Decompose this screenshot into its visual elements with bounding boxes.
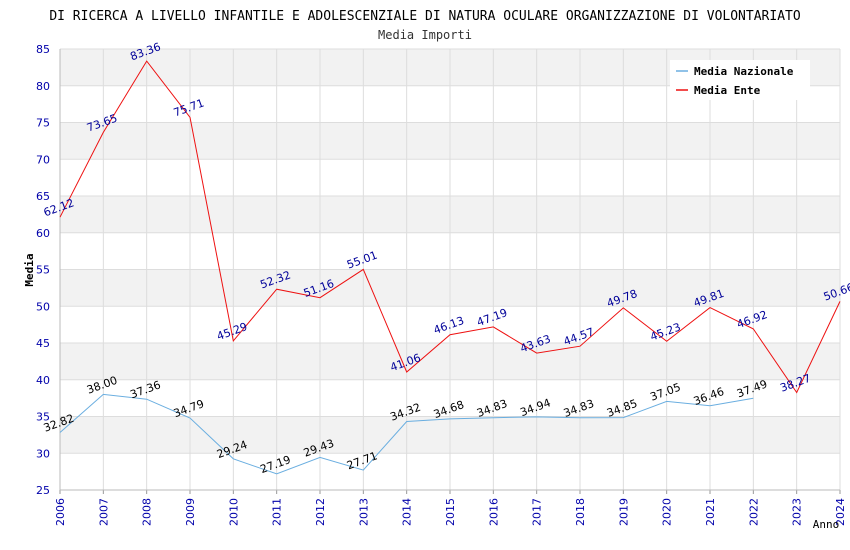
x-tick-label: 2007 — [97, 498, 110, 526]
y-tick-label: 25 — [36, 484, 50, 497]
y-tick-label: 60 — [36, 227, 50, 240]
y-tick-label: 35 — [36, 411, 50, 424]
x-tick-label: 2022 — [747, 498, 760, 526]
y-tick-label: 65 — [36, 190, 50, 203]
x-tick-label: 2012 — [314, 498, 327, 526]
x-tick-label: 2009 — [184, 498, 197, 526]
x-tick-label: 2024 — [834, 498, 847, 526]
x-tick-label: 2018 — [574, 498, 587, 526]
y-tick-label: 85 — [36, 43, 50, 56]
x-tick-label: 2017 — [531, 498, 544, 526]
legend-label: Media Nazionale — [694, 65, 794, 78]
axes: 25 30 35 40 45 50 55 60 65 70 75 80 85 2006 2007 2008 20… — [36, 43, 847, 526]
gridlines — [59, 48, 841, 491]
x-axis-label: Anno — [813, 518, 840, 531]
x-tick-label: 2011 — [271, 498, 284, 526]
chart-subtitle: Media Importi — [378, 28, 472, 42]
y-tick-label: 30 — [36, 447, 50, 460]
x-tick-label: 2020 — [661, 498, 674, 526]
x-tick-label: 2015 — [444, 498, 457, 526]
x-tick-label: 2019 — [617, 498, 630, 526]
y-tick-label: 40 — [36, 374, 50, 387]
x-tick-label: 2021 — [704, 498, 717, 526]
legend-label: Media Ente — [694, 84, 761, 97]
series-lines — [59, 60, 841, 475]
y-tick-label: 45 — [36, 337, 50, 350]
x-tick-label: 2010 — [227, 498, 240, 526]
x-tick-label: 2023 — [791, 498, 804, 526]
series-line-1 — [59, 60, 841, 394]
y-tick-label: 55 — [36, 264, 50, 277]
chart-title: DI RICERCA A LIVELLO INFANTILE E ADOLESC… — [49, 9, 801, 24]
series-line-0 — [59, 393, 754, 475]
x-tick-label: 2008 — [141, 498, 154, 526]
x-tick-label: 2006 — [54, 498, 67, 526]
y-tick-label: 80 — [36, 80, 50, 93]
legend-box — [670, 60, 810, 100]
y-tick-label: 75 — [36, 117, 50, 130]
x-tick-label: 2016 — [487, 498, 500, 526]
y-axis-label: Media — [23, 253, 36, 286]
y-tick-label: 70 — [36, 153, 50, 166]
legend: Media Nazionale Media Ente — [670, 60, 810, 100]
x-tick-label: 2013 — [357, 498, 370, 526]
y-tick-label: 50 — [36, 300, 50, 313]
x-tick-label: 2014 — [401, 498, 414, 526]
